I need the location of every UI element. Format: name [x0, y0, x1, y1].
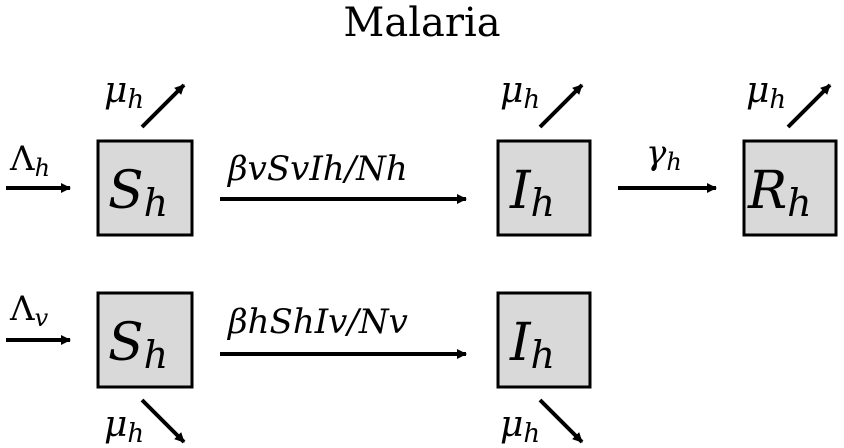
human-recovered-label: Rh [747, 161, 812, 225]
human-recovered-death-arrow [786, 83, 832, 129]
human-infected-death-arrow [538, 83, 584, 129]
human-susceptible-death-label: μh [104, 70, 144, 115]
human-recovery-rate-label: γh [646, 133, 682, 176]
vector-susceptible-label: Sh [108, 313, 168, 377]
vector-infection-rate-label: βhShIv/Nv [226, 302, 408, 342]
human-recovered-box [742, 139, 838, 237]
vector-susceptible-box [96, 291, 194, 389]
human-susceptible-box [96, 139, 194, 237]
human-recovered-death-label: μh [746, 70, 786, 115]
vector-susceptible-death-arrow [140, 398, 186, 444]
vector-infected-box [496, 291, 592, 389]
vector-inflow-label: Λv [9, 289, 49, 332]
vector-infected-death-label: μh [500, 404, 540, 448]
human-inflow-label: Λh [9, 139, 50, 182]
human-infected-label: Ih [509, 161, 555, 225]
vector-infected-label: Ih [509, 313, 555, 377]
human-infected-box [496, 139, 592, 237]
diagram-title: Malaria [343, 0, 500, 46]
vector-infected-death-arrow [538, 398, 584, 444]
human-infected-death-label: μh [500, 70, 540, 115]
human-susceptible-label: Sh [108, 161, 168, 225]
human-infection-rate-label: βvSvIh/Nh [226, 149, 408, 189]
vector-susceptible-death-label: μh [104, 404, 144, 448]
human-susceptible-death-arrow [140, 83, 186, 129]
